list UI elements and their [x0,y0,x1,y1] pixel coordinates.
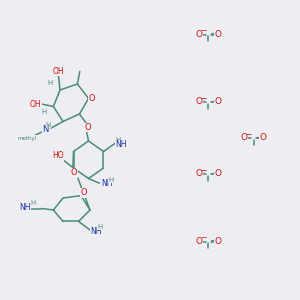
Text: NH: NH [90,226,102,236]
Text: O: O [214,237,222,246]
Text: H: H [45,122,51,128]
Text: OH: OH [53,67,64,76]
Text: HO: HO [52,152,64,160]
Text: O: O [240,134,247,142]
Text: H: H [108,177,114,183]
Text: OH: OH [30,100,41,109]
Text: H: H [98,224,103,230]
Text: −: − [200,26,206,35]
Text: −: − [200,233,206,242]
Text: O: O [214,30,222,39]
Text: H: H [115,136,121,142]
Text: −: − [200,166,206,175]
Text: O: O [81,188,87,197]
Text: O: O [260,134,267,142]
Text: NH: NH [101,179,112,188]
Text: O: O [89,94,95,103]
Text: O: O [195,169,203,178]
Text: H: H [30,200,36,206]
Text: O: O [195,98,203,106]
Text: −: − [245,130,251,139]
Text: O: O [84,123,91,132]
Text: N: N [42,125,49,134]
Text: O: O [195,30,203,39]
Text: O: O [71,168,78,177]
Text: −: − [200,94,206,103]
Text: O: O [214,169,222,178]
Text: O: O [214,98,222,106]
Text: methyl: methyl [18,136,37,140]
Text: H: H [42,110,47,116]
Text: O: O [195,237,203,246]
Text: H: H [47,80,52,86]
Text: NH: NH [19,203,31,212]
Text: NH: NH [116,140,127,149]
